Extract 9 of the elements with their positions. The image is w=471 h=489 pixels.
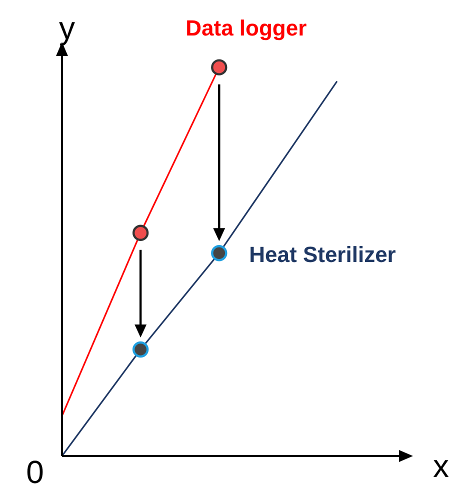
series-label: Data logger <box>186 15 308 40</box>
x-axis-title: x <box>433 448 449 484</box>
point <box>132 224 149 241</box>
point <box>211 59 228 76</box>
point <box>132 341 149 358</box>
point <box>211 245 228 262</box>
annotation: 0 <box>26 454 44 489</box>
series-label: Heat Sterilizer <box>249 242 396 268</box>
y-axis-title: y <box>59 10 75 46</box>
